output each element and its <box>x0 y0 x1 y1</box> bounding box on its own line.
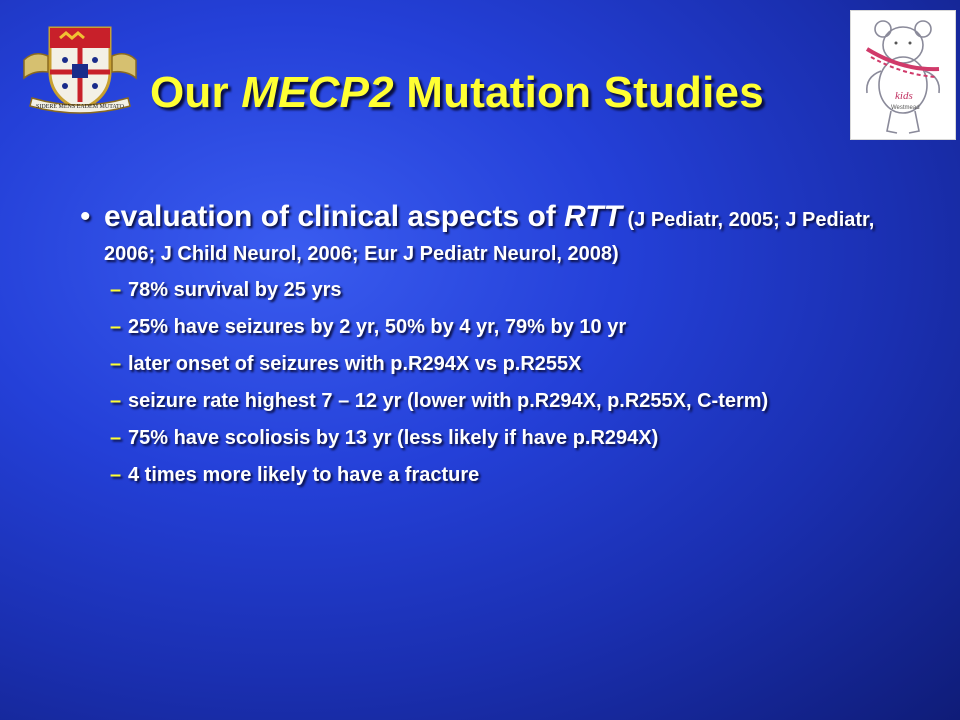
sub-bullet-text: 75% have scoliosis by 13 yr (less likely… <box>128 427 659 449</box>
main-bullet-text: evaluation of clinical aspects of RTT (J… <box>104 200 930 268</box>
slide-title: Our MECP2 Mutation Studies <box>150 68 840 118</box>
sub-bullet-item: – later onset of seizures with p.R294X vs… <box>110 352 930 376</box>
kids-westmead-logo: kids Westmead <box>850 10 956 140</box>
dash-marker: – <box>110 316 122 338</box>
sub-bullet-text: 4 times more likely to have a fracture <box>128 464 480 486</box>
bullet-marker: • <box>80 200 91 233</box>
sub-bullet-item: –25% have seizures by 2 yr, 50% by 4 yr,… <box>110 315 930 339</box>
dash-marker: – <box>110 353 122 375</box>
title-prefix: Our <box>150 68 242 117</box>
title-suffix: Mutation Studies <box>393 68 764 117</box>
slide-body: • evaluation of clinical aspects of RTT … <box>80 200 930 500</box>
sub-bullet-text: 25% have seizures by 2 yr, 50% by 4 yr, … <box>128 316 627 338</box>
dash-marker: – <box>110 464 122 486</box>
bullet-references: (J Pediatr, 2005; J Pediatr, 2006; J Chi… <box>104 209 875 265</box>
dash-marker: – <box>110 427 122 449</box>
dash-marker: – <box>110 390 122 412</box>
university-crest-logo: SIDERE MENS EADEM MUTATO <box>20 20 140 120</box>
sub-bullet-item: –4 times more likely to have a fracture <box>110 463 930 487</box>
title-gene-name: MECP2 <box>241 68 394 117</box>
sub-bullet-list: –78% survival by 25 yrs –25% have seizur… <box>80 278 930 487</box>
dash-marker: – <box>110 279 122 301</box>
sub-bullet-item: –78% survival by 25 yrs <box>110 278 930 302</box>
sub-bullet-text: 78% survival by 25 yrs <box>128 279 342 301</box>
svg-text:kids: kids <box>895 90 913 102</box>
bullet-text-main: evaluation of clinical aspects of <box>104 200 565 233</box>
bullet-text-rtt: RTT <box>564 200 622 233</box>
svg-text:Westmead: Westmead <box>891 105 920 111</box>
sub-bullet-item: – seizure rate highest 7 – 12 yr (lower w… <box>110 389 930 413</box>
sub-bullet-text: later onset of seizures with p.R294X vs … <box>128 353 582 375</box>
sub-bullet-text: seizure rate highest 7 – 12 yr (lower wi… <box>128 390 769 412</box>
svg-text:SIDERE MENS EADEM MUTATO: SIDERE MENS EADEM MUTATO <box>36 104 125 110</box>
main-bullet: • evaluation of clinical aspects of RTT … <box>80 200 930 268</box>
sub-bullet-item: –75% have scoliosis by 13 yr (less likel… <box>110 426 930 450</box>
